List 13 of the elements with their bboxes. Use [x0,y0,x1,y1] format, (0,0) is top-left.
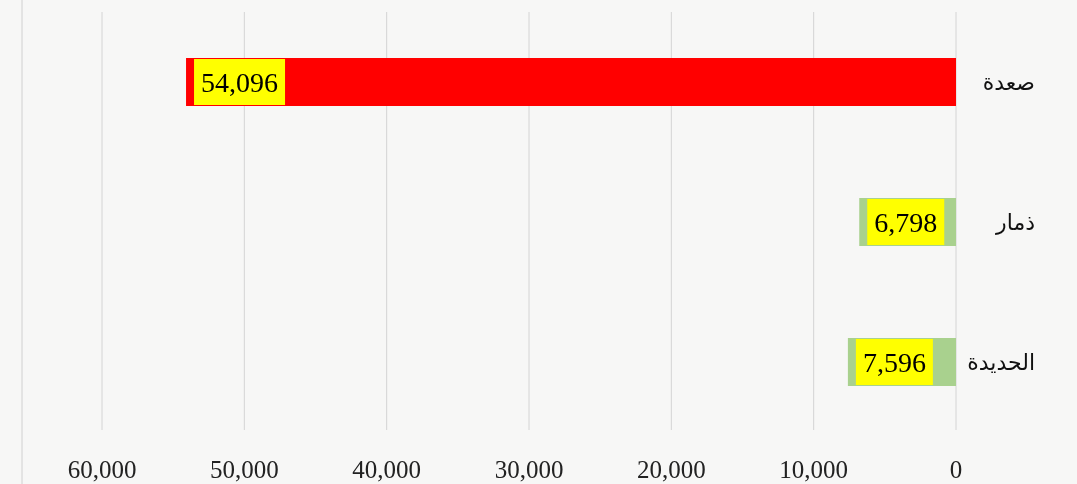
x-tick-label: 40,000 [352,456,422,483]
x-tick-label: 20,000 [636,456,706,483]
y-tick-label: الحديدة [967,350,1035,375]
x-tick-label: 50,000 [209,456,279,483]
x-tick-label: 0 [949,456,963,483]
y-tick-label: ذمار [995,210,1035,235]
y-tick-label: صعدة [982,70,1035,95]
data-label: 7,596 [862,347,926,378]
data-label: 6,798 [874,207,938,238]
x-tick-label: 10,000 [779,456,849,483]
data-label: 54,096 [201,67,279,98]
x-tick-label: 30,000 [494,456,564,483]
x-tick-label: 60,000 [67,456,137,483]
